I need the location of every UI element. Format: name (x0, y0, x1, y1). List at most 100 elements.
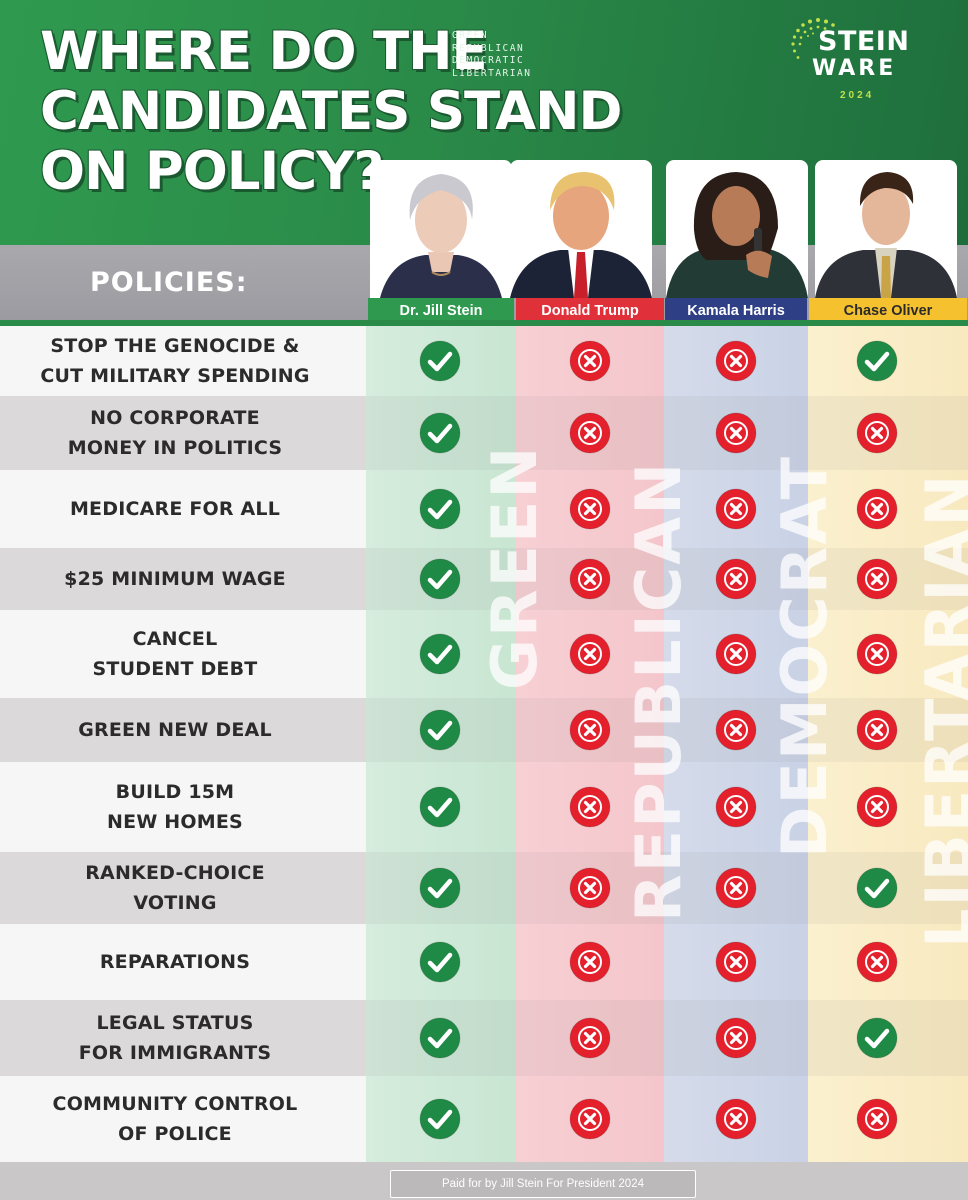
policy-label: STOP THE GENOCIDE & CUT MILITARY SPENDIN… (0, 326, 350, 396)
policy-label: CANCEL STUDENT DEBT (0, 610, 350, 698)
candidate-name: Kamala Harris (687, 303, 785, 319)
logo-ware-text: WARE (812, 56, 897, 81)
x-icon (715, 412, 757, 454)
policy-text: BUILD 15M NEW HOMES (107, 781, 243, 833)
title-line: CANDIDATES STAND (40, 81, 622, 142)
table-row: COMMUNITY CONTROL OF POLICE (0, 1076, 968, 1162)
check-icon (419, 867, 461, 909)
policy-text: $25 MINIMUM WAGE (64, 568, 286, 590)
x-icon (569, 867, 611, 909)
x-icon (569, 1098, 611, 1140)
logo-stein-text: STEIN (818, 26, 910, 57)
check-icon (419, 1098, 461, 1140)
x-icon (856, 786, 898, 828)
table-row: MEDICARE FOR ALL (0, 470, 968, 548)
policy-text: STOP THE GENOCIDE & CUT MILITARY SPENDIN… (40, 335, 310, 387)
table-row: CANCEL STUDENT DEBT (0, 610, 968, 698)
candidate-label-oliver: Chase Oliver (809, 298, 967, 324)
policy-text: COMMUNITY CONTROL OF POLICE (52, 1093, 298, 1145)
x-icon (569, 1017, 611, 1059)
policy-label: COMMUNITY CONTROL OF POLICE (0, 1076, 350, 1162)
candidate-photo-stein (370, 160, 512, 298)
candidate-name: Donald Trump (541, 303, 639, 319)
logo-year-text: 2024 (840, 90, 875, 101)
candidate-label-stein: Dr. Jill Stein (368, 298, 514, 324)
x-icon (715, 488, 757, 530)
policy-text: NO CORPORATE MONEY IN POLITICS (67, 407, 283, 459)
policy-text: MEDICARE FOR ALL (69, 498, 281, 520)
candidate-photo-trump (510, 160, 652, 298)
divider-line (0, 320, 968, 326)
title-line: ON POLICY? (40, 141, 384, 202)
x-icon (569, 786, 611, 828)
x-icon (715, 633, 757, 675)
policy-text: RANKED-CHOICE VOTING (85, 862, 265, 914)
party-list-item: DEMOCRATIC (452, 55, 525, 66)
x-icon (715, 941, 757, 983)
row-background (0, 470, 366, 548)
candidate-photo-oliver (815, 160, 957, 298)
x-icon (715, 709, 757, 751)
row-background (0, 698, 366, 762)
row-background (0, 610, 366, 698)
x-icon (715, 558, 757, 600)
policy-label: REPARATIONS (0, 924, 350, 1000)
x-icon (856, 941, 898, 983)
check-icon (419, 709, 461, 751)
row-background (0, 762, 366, 852)
table-row: BUILD 15M NEW HOMES (0, 762, 968, 852)
row-background (0, 1076, 366, 1162)
policy-text: GREEN NEW DEAL (78, 719, 272, 741)
check-icon (419, 1017, 461, 1059)
watermark-democrat: DEMOCRAT (768, 455, 841, 858)
party-list-item: LIBERTARIAN (452, 67, 532, 79)
policies-heading: POLICIES: (90, 267, 248, 298)
x-icon (856, 558, 898, 600)
x-icon (569, 412, 611, 454)
x-icon (715, 1098, 757, 1140)
x-icon (569, 488, 611, 530)
party-list-item: REPUBLICAN (452, 42, 525, 54)
x-icon (569, 633, 611, 675)
policy-label: NO CORPORATE MONEY IN POLITICS (0, 396, 350, 470)
candidate-label-trump: Donald Trump (516, 298, 664, 324)
row-background (0, 396, 366, 470)
x-icon (715, 786, 757, 828)
x-icon (715, 340, 757, 382)
policy-label: BUILD 15M NEW HOMES (0, 762, 350, 852)
policy-text: CANCEL STUDENT DEBT (92, 628, 258, 680)
check-icon (856, 867, 898, 909)
policy-text: LEGAL STATUS FOR IMMIGRANTS (78, 1012, 272, 1064)
party-list-item: GREEN (452, 30, 489, 41)
x-icon (569, 941, 611, 983)
check-icon (419, 412, 461, 454)
watermark-republican: REPUBLICAN (622, 460, 695, 922)
policy-label: MEDICARE FOR ALL (0, 470, 350, 548)
check-icon (419, 633, 461, 675)
candidate-name: Chase Oliver (843, 303, 933, 319)
table-row: LEGAL STATUS FOR IMMIGRANTS (0, 1000, 968, 1076)
check-icon (419, 488, 461, 530)
stein-ware-logo: STEIN WARE 2024 (790, 10, 930, 105)
x-icon (856, 1098, 898, 1140)
candidate-label-harris: Kamala Harris (665, 298, 807, 324)
sunburst-icon (791, 18, 835, 59)
table-row: REPARATIONS (0, 924, 968, 1000)
row-background (0, 548, 366, 610)
table-row: GREEN NEW DEAL (0, 698, 968, 762)
watermark-green: GREEN (478, 444, 551, 690)
table-row: RANKED-CHOICE VOTING (0, 852, 968, 924)
x-icon (715, 867, 757, 909)
x-icon (715, 1017, 757, 1059)
x-icon (856, 412, 898, 454)
check-icon (419, 558, 461, 600)
policy-label: LEGAL STATUS FOR IMMIGRANTS (0, 1000, 350, 1076)
x-icon (569, 558, 611, 600)
x-icon (569, 340, 611, 382)
x-icon (856, 633, 898, 675)
policy-label: RANKED-CHOICE VOTING (0, 852, 350, 924)
x-icon (856, 709, 898, 751)
check-icon (419, 340, 461, 382)
candidate-photo-harris (666, 160, 808, 298)
watermark-libertarian: LIBERTARIAN (912, 472, 968, 948)
